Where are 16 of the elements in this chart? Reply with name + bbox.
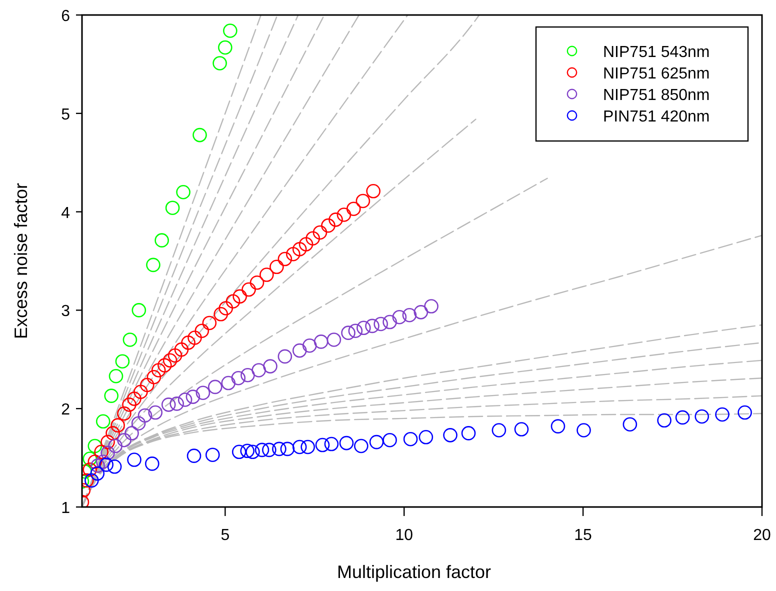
x-axis-title: Multiplication factor — [336, 562, 492, 582]
legend-label: NIP751 850nm — [603, 87, 710, 104]
y-tick-label: 4 — [61, 204, 70, 222]
y-tick-label: 2 — [61, 402, 70, 419]
x-tick-label: 5 — [220, 527, 230, 544]
y-tick-label: 6 — [61, 8, 70, 25]
y-tick-label: 1 — [61, 500, 70, 517]
x-tick-label: 10 — [395, 527, 414, 544]
legend-label: PIN751 420nm — [603, 108, 710, 126]
legend-label: NIP751 625nm — [603, 66, 710, 82]
y-tick-label: 3 — [61, 303, 70, 320]
x-tick-label: 15 — [574, 527, 592, 544]
y-axis-title: Excess noise factor — [11, 182, 31, 340]
x-tick-label: 20 — [753, 527, 771, 544]
y-tick-label: 5 — [61, 106, 70, 124]
legend-label: NIP751 543nm — [603, 44, 710, 61]
